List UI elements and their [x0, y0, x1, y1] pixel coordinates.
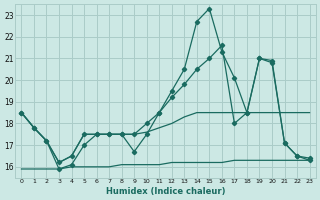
X-axis label: Humidex (Indice chaleur): Humidex (Indice chaleur)	[106, 187, 225, 196]
